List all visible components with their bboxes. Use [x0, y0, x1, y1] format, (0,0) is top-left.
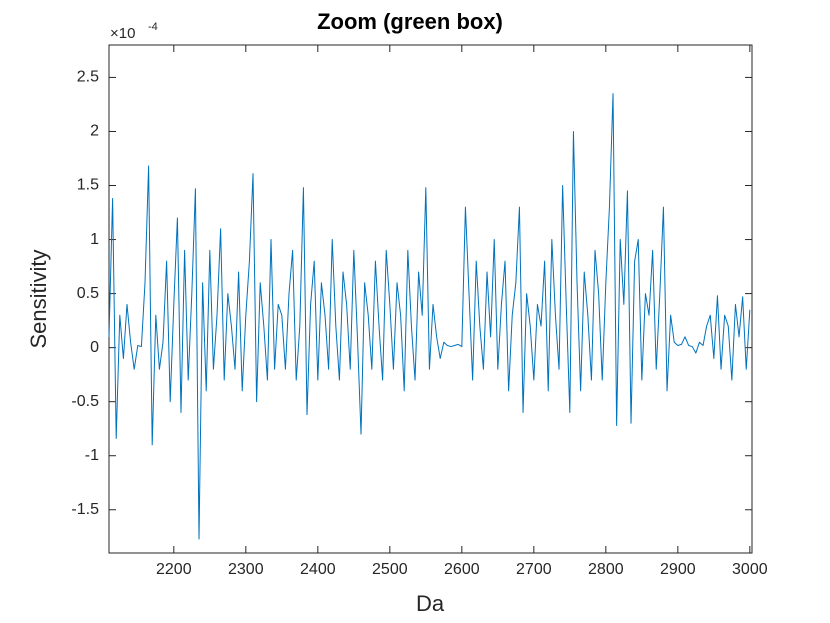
chart-title: Zoom (green box)	[317, 9, 503, 34]
x-tick-label: 2900	[660, 561, 696, 578]
x-tick-label: 2800	[588, 561, 624, 578]
y-axis-label: Sensitivity	[26, 249, 51, 348]
x-tick-label: 2400	[300, 561, 336, 578]
y-tick-label: -1.5	[71, 501, 99, 518]
x-tick-label: 2500	[372, 561, 408, 578]
y-tick-label: 0.5	[77, 285, 99, 302]
x-tick-label: 2200	[156, 561, 192, 578]
x-tick-label: 2600	[444, 561, 480, 578]
x-axis-label: Da	[416, 591, 445, 616]
x-tick-label: 3000	[732, 561, 768, 578]
axes-box	[108, 44, 753, 554]
y-tick-label: 2.5	[77, 69, 99, 86]
y-tick-label: 1.5	[77, 177, 99, 194]
data-line	[108, 93, 751, 540]
y-tick-label: 1	[90, 231, 99, 248]
y-multiplier: ×10	[110, 25, 135, 42]
x-tick-label: 2700	[516, 561, 552, 578]
y-tick-label: -0.5	[71, 393, 99, 410]
y-exponent: -4	[148, 21, 158, 33]
y-tick-label: -1	[85, 447, 99, 464]
y-tick-label: 0	[90, 339, 99, 356]
x-tick-label: 2300	[228, 561, 264, 578]
y-tick-label: 2	[90, 123, 99, 140]
